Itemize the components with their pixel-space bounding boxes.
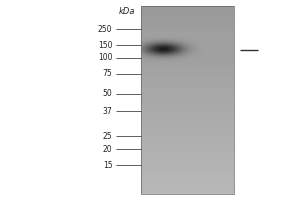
Bar — [141, 6, 234, 194]
Text: 37: 37 — [103, 107, 112, 116]
Text: 100: 100 — [98, 53, 112, 62]
Text: 15: 15 — [103, 160, 112, 170]
Text: 25: 25 — [103, 132, 112, 141]
Text: 75: 75 — [103, 70, 112, 78]
Text: 20: 20 — [103, 144, 112, 154]
Text: 50: 50 — [103, 90, 112, 98]
Text: 250: 250 — [98, 24, 112, 33]
Text: kDa: kDa — [118, 7, 135, 16]
Text: 150: 150 — [98, 40, 112, 49]
